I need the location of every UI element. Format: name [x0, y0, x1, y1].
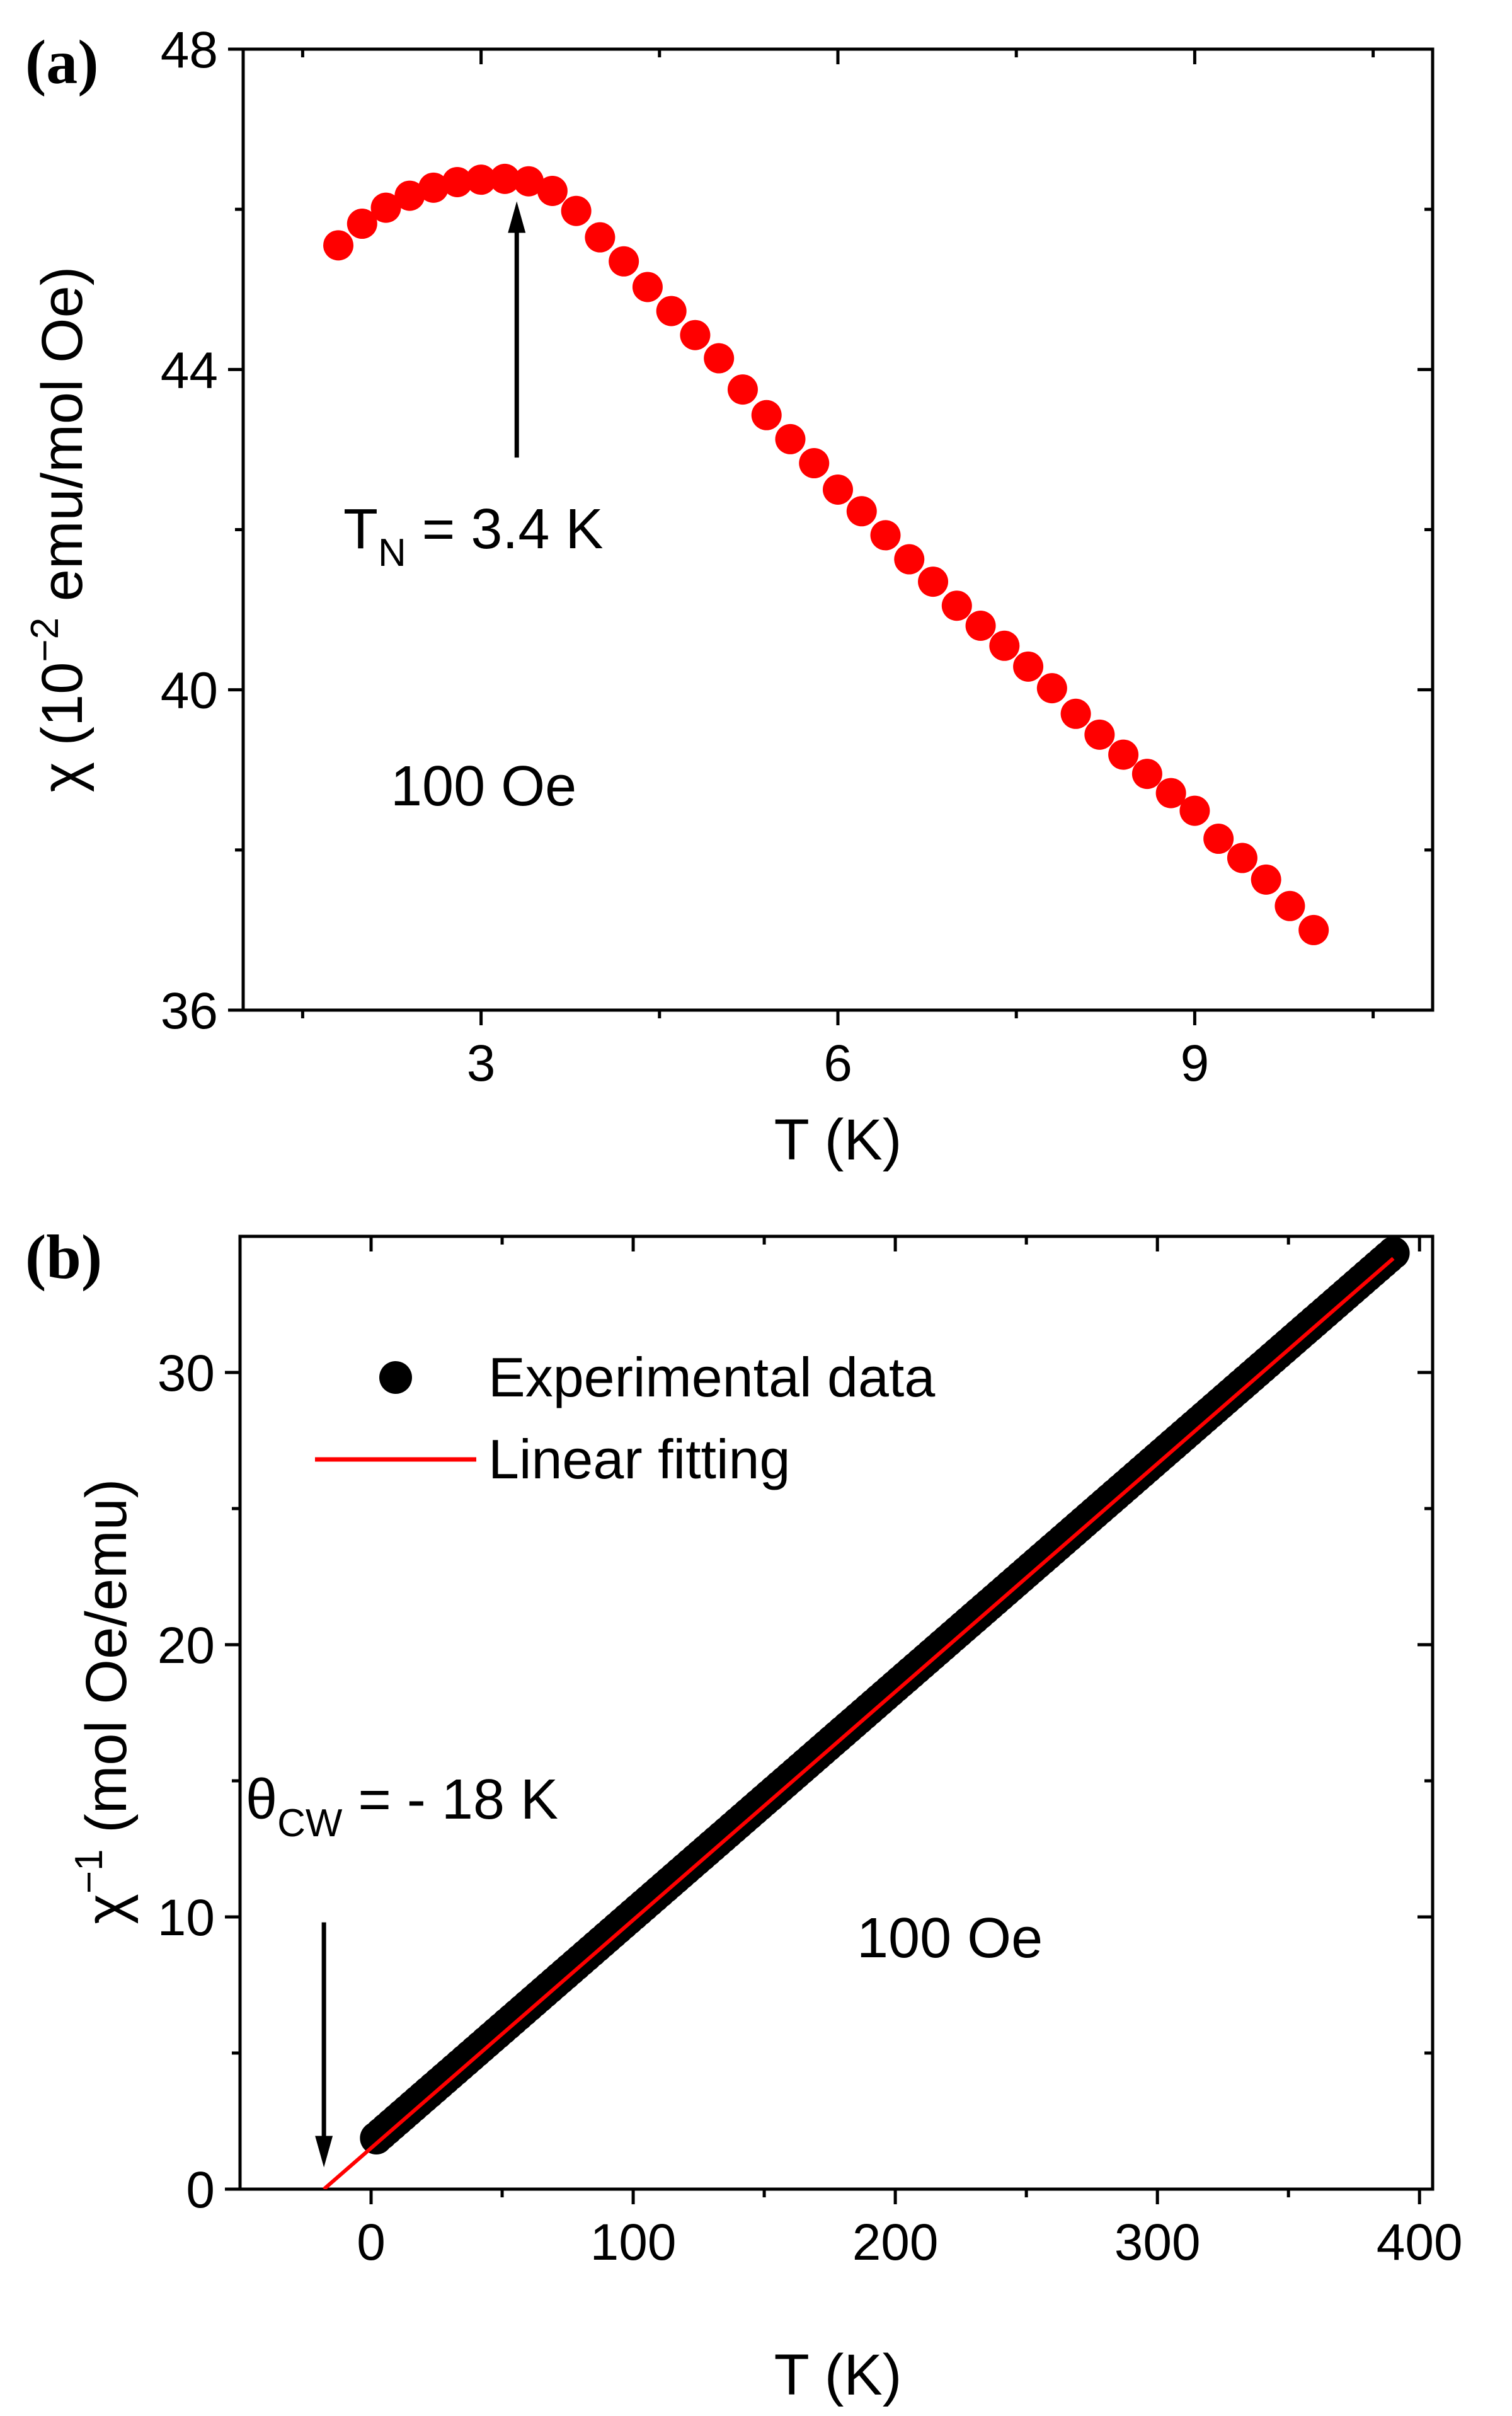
- panel-a-data-point: [918, 567, 949, 597]
- panel-a-data-point: [323, 230, 354, 261]
- panel-b-y-tick-label: 20: [158, 1617, 215, 1674]
- panel-b-theta-symbol: θ: [246, 1768, 277, 1831]
- panel-a-data-point: [1274, 890, 1305, 921]
- panel-a-field-label: 100 Oe: [391, 755, 576, 818]
- panel-a-data-point: [941, 590, 972, 621]
- panel-a-data-point: [585, 222, 616, 253]
- panel-a-data-point: [1084, 719, 1115, 750]
- panel-a-tn-value: = 3.4 K: [406, 498, 604, 561]
- panel-a-y-axis-title-base: χ (10: [30, 662, 94, 793]
- panel-b-plot-frame: [238, 1234, 1435, 2191]
- panel-a-data-point: [537, 175, 568, 206]
- panel-b-y-tick-label: 30: [158, 1345, 215, 1402]
- panel-a-data-point: [751, 400, 782, 430]
- panel-a-data-point: [632, 272, 663, 302]
- panel-a-data-point: [1203, 824, 1234, 854]
- panel-a-data-point: [442, 166, 472, 197]
- panel-a-tn-symbol: T: [343, 498, 378, 561]
- panel-a-data-point: [680, 319, 711, 350]
- panel-b-ticks: [225, 1236, 1433, 2204]
- panel-a-x-tick-label: 3: [467, 1035, 496, 1092]
- panel-a-data-point: [1131, 759, 1162, 790]
- panel-a-data-point: [775, 423, 806, 454]
- panel-b-legend: Experimental data Linear fitting: [315, 1346, 935, 1490]
- legend-experimental-label: Experimental data: [488, 1346, 935, 1408]
- panel-b-x-tick-label: 400: [1377, 2214, 1463, 2271]
- panel-a-data-points: [323, 163, 1329, 945]
- panel-a-ticks: [228, 47, 1433, 1025]
- panel-b-y-axis-title: χ−1 (mol Oe/emu): [67, 1479, 139, 1924]
- panel-b-data-points: [360, 1236, 1410, 2154]
- panel-a-data-point: [989, 630, 1020, 661]
- panel-b-data-point: [1377, 1236, 1410, 1270]
- panel-a-data-point: [370, 192, 401, 223]
- panel-a-data-point: [394, 180, 425, 211]
- panel-b-label: (b): [25, 1222, 102, 1292]
- panel-b-x-tick-label: 200: [852, 2214, 939, 2271]
- panel-b-theta-annotation: θCW = - 18 K: [246, 1768, 558, 1845]
- panel-b-field-label: 100 Oe: [857, 1907, 1043, 1970]
- panel-a-data-point: [346, 209, 377, 239]
- panel-a-tn-subscript: N: [378, 531, 406, 575]
- legend-fit-label: Linear fitting: [488, 1428, 790, 1490]
- panel-a-y-tick-label: 40: [161, 662, 218, 720]
- panel-b-theta-value: = - 18 K: [342, 1768, 558, 1831]
- panel-b-theta-arrowhead: [315, 2136, 333, 2168]
- panel-b: (b) 0 100 200 300 400 0 10 20 30 T (K) χ−1 (mol …: [25, 1222, 1463, 2407]
- panel-b-x-tick-label: 0: [357, 2214, 386, 2271]
- panel-a-tn-arrowhead: [508, 201, 526, 233]
- panel-a-data-point: [846, 496, 877, 527]
- panel-a-data-point: [727, 374, 758, 405]
- panel-a-x-axis-title: T (K): [774, 1108, 902, 1172]
- panel-a-data-point: [513, 166, 544, 197]
- panel-a-data-point: [1251, 864, 1281, 895]
- panel-a-data-point: [1227, 843, 1257, 873]
- panel-a-y-tick-label: 48: [161, 21, 218, 79]
- panel-a-data-point: [1108, 739, 1139, 770]
- panel-b-y-axis-title-exponent: −1: [67, 1849, 111, 1894]
- panel-a-data-point: [1013, 651, 1044, 682]
- panel-b-y-axis-title-base: χ: [74, 1894, 139, 1924]
- panel-b-tick-labels: 0 100 200 300 400 0 10 20 30: [158, 1345, 1463, 2271]
- panel-b-y-tick-label: 10: [158, 1889, 215, 1947]
- panel-b-x-axis-title: T (K): [774, 2343, 902, 2407]
- legend-experimental-marker: [379, 1361, 412, 1394]
- panel-a-data-point: [561, 195, 592, 226]
- panel-a-data-point: [799, 448, 830, 479]
- panel-a-y-axis-title: χ (10−2 emu/mol Oe): [23, 267, 94, 793]
- panel-a-y-axis-title-exponent: −2: [23, 618, 67, 662]
- panel-a-data-point: [418, 172, 449, 203]
- panel-b-y-axis-title-rest: (mol Oe/emu): [74, 1479, 139, 1849]
- panel-a-data-point: [466, 164, 496, 195]
- panel-a-data-point: [965, 611, 996, 641]
- panel-a-y-tick-label: 44: [161, 342, 218, 399]
- panel-a-data-point: [490, 163, 520, 194]
- panel-a-data-point: [656, 296, 687, 326]
- panel-b-theta-subscript: CW: [277, 1802, 343, 1845]
- panel-a-data-point: [1155, 778, 1186, 808]
- panel-a-data-point: [1036, 673, 1067, 704]
- panel-b-linear-fit-line: [323, 1257, 1395, 2189]
- panel-a-data-point: [870, 520, 901, 551]
- panel-a-data-point: [894, 544, 925, 575]
- panel-a-label: (a): [25, 27, 99, 97]
- panel-a-x-tick-label: 9: [1181, 1035, 1210, 1092]
- panel-a-y-tick-label: 36: [161, 982, 218, 1040]
- panel-b-x-tick-label: 300: [1114, 2214, 1201, 2271]
- panel-b-y-tick-label: 0: [186, 2161, 215, 2219]
- panel-a-y-axis-title-rest: emu/mol Oe): [30, 267, 94, 618]
- panel-a-data-point: [609, 246, 639, 277]
- panel-a-data-point: [1179, 795, 1210, 826]
- panel-a-tn-annotation: TN = 3.4 K: [343, 498, 603, 575]
- panel-a-data-point: [704, 343, 735, 374]
- panel-b-x-tick-label: 100: [590, 2214, 677, 2271]
- panel-a-data-point: [823, 474, 853, 505]
- panel-a-data-point: [1298, 914, 1329, 945]
- panel-a-data-point: [1060, 698, 1091, 729]
- panel-a-x-tick-label: 6: [823, 1035, 852, 1092]
